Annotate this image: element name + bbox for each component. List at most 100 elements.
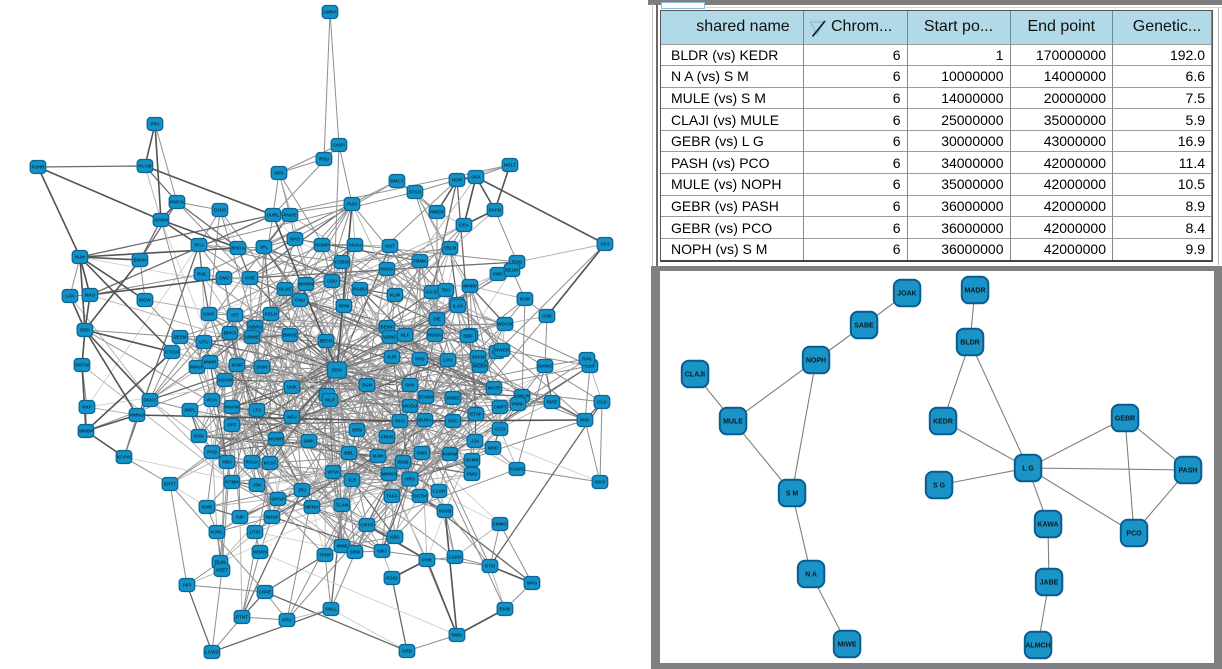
svg-text:GPGP: GPGP	[271, 497, 284, 502]
svg-text:KJR: KJR	[387, 355, 397, 360]
svg-text:RFO: RFO	[395, 419, 405, 424]
svg-text:SKMR: SKMR	[465, 458, 479, 463]
svg-text:BUNA: BUNA	[418, 418, 432, 423]
svg-text:JMPL: JMPL	[184, 408, 196, 413]
svg-text:LTS: LTS	[253, 408, 261, 413]
svg-text:UUK: UUK	[287, 385, 298, 390]
svg-text:HUUF: HUUF	[266, 515, 279, 520]
svg-text:UURL: UURL	[267, 213, 280, 218]
svg-text:MODU: MODU	[403, 404, 418, 409]
svg-text:JJA: JJA	[471, 439, 480, 444]
svg-text:UDBC: UDBC	[383, 335, 397, 340]
svg-text:CNU: CNU	[295, 298, 306, 303]
svg-text:DOTM: DOTM	[413, 494, 427, 499]
svg-text:PCD: PCD	[207, 450, 217, 455]
svg-text:MJIH: MJIH	[373, 454, 385, 459]
svg-text:NJW: NJW	[520, 297, 531, 302]
svg-text:PRJ: PRJ	[151, 122, 160, 127]
svg-text:ETAF: ETAF	[470, 412, 482, 417]
svg-text:PIFI: PIFI	[183, 583, 191, 588]
svg-text:DSIN: DSIN	[257, 365, 269, 370]
svg-text:N A: N A	[805, 571, 817, 578]
svg-text:MFHA: MFHA	[305, 505, 319, 510]
svg-text:LPU: LPU	[443, 358, 453, 363]
svg-text:CTOW: CTOW	[165, 350, 180, 355]
svg-text:L G: L G	[1022, 465, 1034, 472]
svg-text:KDFL: KDFL	[211, 530, 223, 535]
svg-text:HDGG: HDGG	[428, 333, 442, 338]
svg-text:CSBW: CSBW	[335, 260, 350, 265]
svg-text:FMMO: FMMO	[493, 522, 507, 527]
svg-text:CWCR: CWCR	[515, 394, 530, 399]
svg-text:ILAC: ILAC	[453, 304, 464, 309]
svg-text:HOR: HOR	[452, 178, 463, 183]
svg-text:GBPU: GBPU	[248, 325, 262, 330]
svg-text:HTU: HTU	[282, 618, 292, 623]
svg-text:CLAJI: CLAJI	[685, 371, 705, 378]
svg-text:BEFH: BEFH	[320, 339, 333, 344]
svg-text:GMK: GMK	[304, 439, 315, 444]
svg-text:OLUE: OLUE	[279, 287, 292, 292]
svg-text:JOAK: JOAK	[897, 290, 916, 297]
svg-text:RIPE: RIPE	[547, 400, 558, 405]
svg-text:PCH: PCH	[207, 398, 217, 403]
svg-text:LGKD: LGKD	[448, 555, 462, 560]
svg-text:KCPW: KCPW	[117, 455, 132, 460]
svg-text:FGIG: FGIG	[386, 576, 398, 581]
svg-text:WMF: WMF	[337, 544, 348, 549]
svg-text:ALMCH: ALMCH	[1025, 642, 1050, 649]
svg-text:MSF: MSF	[580, 418, 590, 423]
svg-text:OEM: OEM	[352, 428, 363, 433]
svg-text:KWHM: KWHM	[443, 452, 458, 457]
svg-text:CEA: CEA	[459, 223, 469, 228]
svg-text:PAFN: PAFN	[489, 208, 502, 213]
svg-text:SGN: SGN	[362, 383, 373, 388]
svg-text:MULE: MULE	[723, 418, 743, 425]
svg-text:JKMF: JKMF	[231, 363, 244, 368]
svg-text:JRJ: JRJ	[298, 488, 307, 493]
svg-text:KAWS: KAWS	[510, 467, 524, 472]
svg-text:KCSF: KCSF	[264, 461, 277, 466]
svg-text:LCWD: LCWD	[205, 650, 219, 655]
svg-text:UTU: UTU	[199, 340, 209, 345]
svg-text:GEBR: GEBR	[1115, 415, 1135, 422]
svg-text:RFK: RFK	[582, 357, 592, 362]
svg-text:SWS: SWS	[417, 451, 427, 456]
svg-text:LWRA: LWRA	[323, 10, 337, 15]
svg-text:WLP: WLP	[325, 398, 335, 403]
svg-text:BTIS: BTIS	[485, 564, 495, 569]
svg-text:PMO: PMO	[467, 472, 478, 477]
svg-text:EOG: EOG	[512, 260, 523, 265]
svg-text:TLAM: TLAM	[336, 503, 349, 508]
svg-text:BLDR: BLDR	[960, 339, 979, 346]
svg-text:PASH: PASH	[1179, 467, 1198, 474]
svg-text:EHTT: EHTT	[164, 482, 176, 487]
svg-text:NOWR: NOWR	[269, 437, 284, 442]
svg-text:DEEM: DEEM	[173, 335, 186, 340]
svg-text:CMPT: CMPT	[493, 405, 506, 410]
svg-text:KNA: KNA	[194, 434, 205, 439]
svg-text:AEET: AEET	[216, 568, 228, 573]
svg-text:NWER: NWER	[495, 348, 510, 353]
svg-text:PSC: PSC	[448, 419, 458, 424]
svg-text:WOEP: WOEP	[473, 364, 487, 369]
svg-text:DNBE: DNBE	[446, 396, 459, 401]
svg-text:MIWE: MIWE	[837, 641, 856, 648]
svg-text:PMC: PMC	[493, 272, 504, 277]
svg-text:TBLM: TBLM	[444, 246, 457, 251]
svg-text:TOJ: TOJ	[442, 288, 451, 293]
svg-text:TPOP: TPOP	[319, 553, 332, 558]
svg-text:BBL: BBL	[344, 451, 354, 456]
svg-text:S G: S G	[933, 482, 946, 489]
svg-text:KAWA: KAWA	[1038, 521, 1059, 528]
svg-text:BPKS: BPKS	[224, 331, 237, 336]
svg-text:BEMF: BEMF	[380, 325, 393, 330]
svg-text:ROLK: ROLK	[245, 460, 259, 465]
svg-text:BWGE: BWGE	[283, 333, 297, 338]
svg-text:NFU: NFU	[287, 415, 297, 420]
svg-text:NWU: NWU	[452, 633, 464, 638]
svg-text:TAFA: TAFA	[386, 494, 398, 499]
svg-text:WDHS: WDHS	[253, 550, 267, 555]
svg-text:UTIO: UTIO	[250, 530, 261, 535]
svg-text:BMCT: BMCT	[390, 179, 403, 184]
